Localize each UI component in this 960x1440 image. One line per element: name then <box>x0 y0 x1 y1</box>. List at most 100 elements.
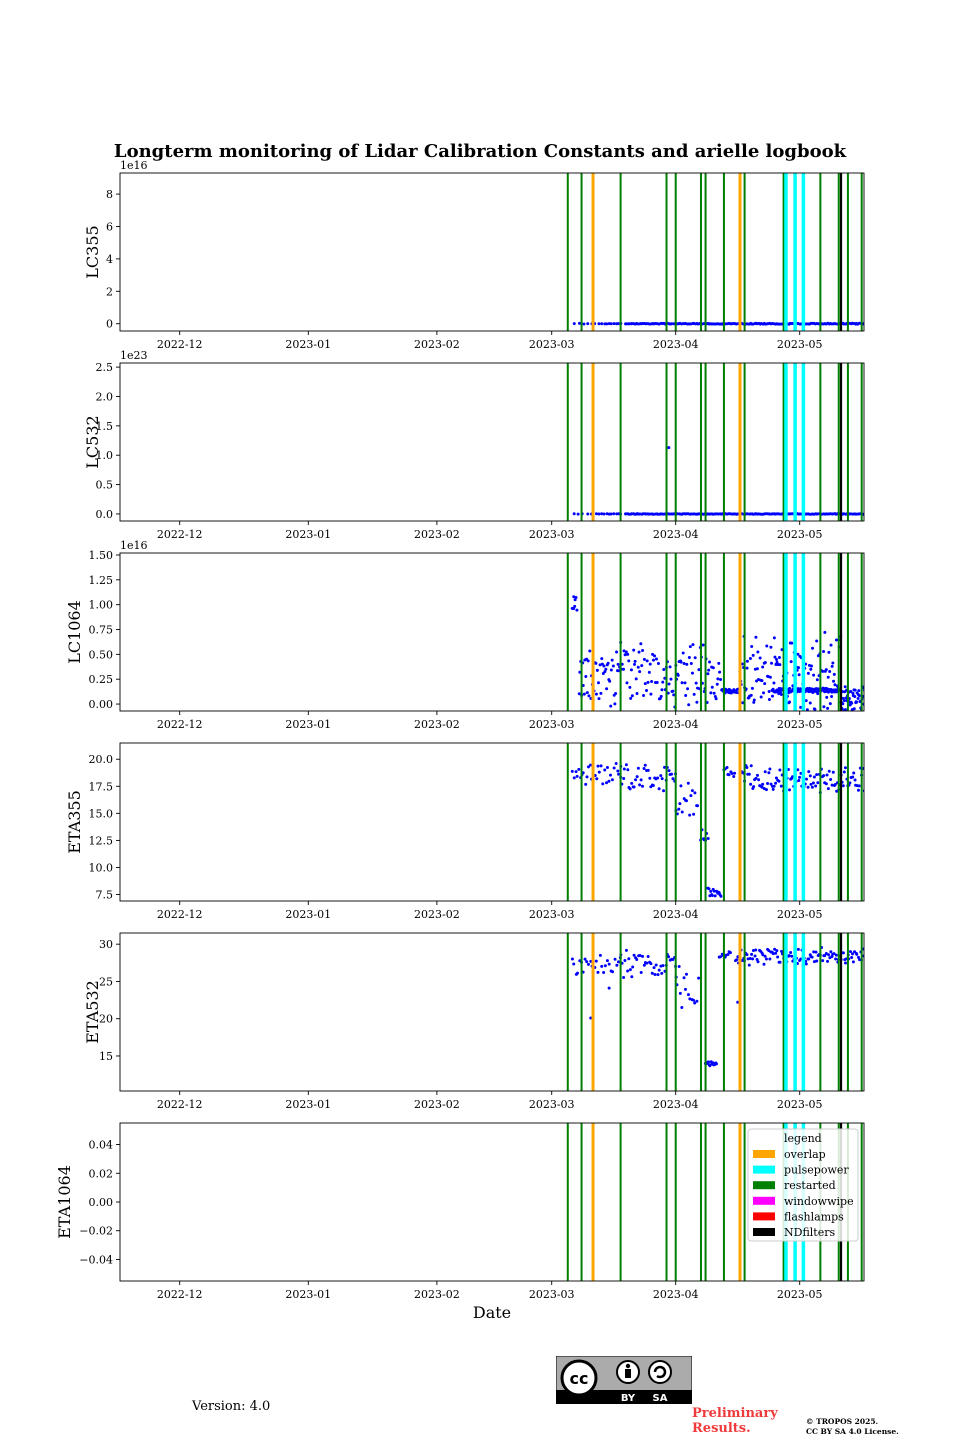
data-point <box>935 659 938 662</box>
data-point <box>939 660 942 663</box>
data-point <box>774 781 778 785</box>
data-point <box>899 830 902 833</box>
data-point <box>917 696 920 699</box>
data-point <box>941 668 944 671</box>
data-point <box>612 322 616 326</box>
data-point <box>938 765 941 768</box>
data-point <box>884 1003 887 1006</box>
data-point <box>950 322 953 325</box>
data-point <box>713 894 717 898</box>
data-point <box>934 725 937 728</box>
data-point <box>885 512 888 515</box>
data-point <box>760 679 764 683</box>
data-point <box>889 730 892 733</box>
data-point <box>931 962 934 965</box>
y-tick-label: 2.5 <box>96 361 114 374</box>
data-point <box>626 652 630 656</box>
data-point <box>586 962 590 966</box>
data-point <box>885 673 888 676</box>
data-point <box>868 699 871 702</box>
data-point <box>867 771 870 774</box>
data-point <box>931 777 934 780</box>
y-tick-label: 0.50 <box>89 648 114 661</box>
data-point <box>582 322 586 326</box>
data-point <box>872 702 875 705</box>
data-point <box>824 668 828 672</box>
x-tick-label: 2023-04 <box>653 1098 699 1111</box>
data-point <box>706 837 710 841</box>
data-point <box>921 694 924 697</box>
data-point <box>770 661 774 665</box>
panel-lc532: 0.0 0.5 1.0 1.5 2.0 2.5 1e23 LC532 2022-12 2023-0… <box>83 349 928 541</box>
data-point <box>918 322 921 325</box>
data-point <box>682 976 686 980</box>
data-point <box>778 768 782 772</box>
data-point <box>851 952 855 956</box>
data-point <box>660 777 664 781</box>
data-point <box>926 705 929 708</box>
data-point <box>670 322 674 326</box>
data-point <box>869 700 872 703</box>
data-point <box>686 781 690 785</box>
data-point <box>597 512 601 516</box>
data-point <box>899 675 902 678</box>
data-point <box>752 698 756 702</box>
data-point <box>799 957 803 961</box>
data-point <box>928 698 931 701</box>
data-point <box>920 512 923 515</box>
data-point <box>754 776 758 780</box>
data-point <box>910 322 913 325</box>
data-point <box>774 951 778 955</box>
y-tick-label: 0 <box>106 318 113 331</box>
data-point <box>822 705 826 709</box>
data-point <box>925 512 928 515</box>
data-point <box>684 799 688 803</box>
data-point <box>821 669 825 673</box>
x-tick-label: 2023-03 <box>529 908 575 921</box>
data-point <box>648 776 652 780</box>
data-point <box>605 959 609 963</box>
legend-swatch-flashlamps <box>753 1212 775 1221</box>
data-point <box>691 643 695 647</box>
legend: legend overlap pulsepower restarted windowwi… <box>747 1128 859 1242</box>
data-point <box>635 775 639 779</box>
x-tick-label: 2023-03 <box>529 1288 575 1301</box>
data-point <box>891 697 894 700</box>
data-point <box>650 971 654 975</box>
y-tick-label: 4 <box>106 253 113 266</box>
data-point <box>895 675 898 678</box>
x-tick-label: 2023-01 <box>285 908 331 921</box>
data-point <box>896 669 899 672</box>
data-point <box>903 715 906 718</box>
data-point <box>940 322 943 325</box>
data-point <box>925 684 928 687</box>
data-point <box>850 701 854 705</box>
data-point <box>956 708 959 711</box>
data-point <box>791 775 795 779</box>
data-point <box>603 964 607 968</box>
data-point <box>585 691 589 695</box>
x-tick-label: 2022-12 <box>157 718 203 731</box>
data-point <box>827 769 831 773</box>
data-point <box>883 1010 886 1013</box>
data-point <box>919 719 922 722</box>
data-point <box>589 1016 593 1020</box>
data-point <box>946 950 949 953</box>
data-point <box>865 951 868 954</box>
data-point <box>936 948 939 951</box>
data-point <box>891 667 894 670</box>
data-point <box>598 663 602 667</box>
data-point <box>679 784 683 788</box>
data-point <box>577 692 581 696</box>
data-point <box>955 699 958 702</box>
data-point <box>690 789 694 793</box>
x-tick-label: 2023-02 <box>414 528 460 541</box>
data-point <box>870 959 873 962</box>
data-point <box>829 643 833 647</box>
data-point <box>730 771 734 775</box>
data-point <box>584 782 588 786</box>
data-point <box>929 945 932 948</box>
data-point <box>889 1006 892 1009</box>
x-tick-label: 2023-05 <box>777 528 823 541</box>
x-tick-label: 2023-01 <box>285 528 331 541</box>
